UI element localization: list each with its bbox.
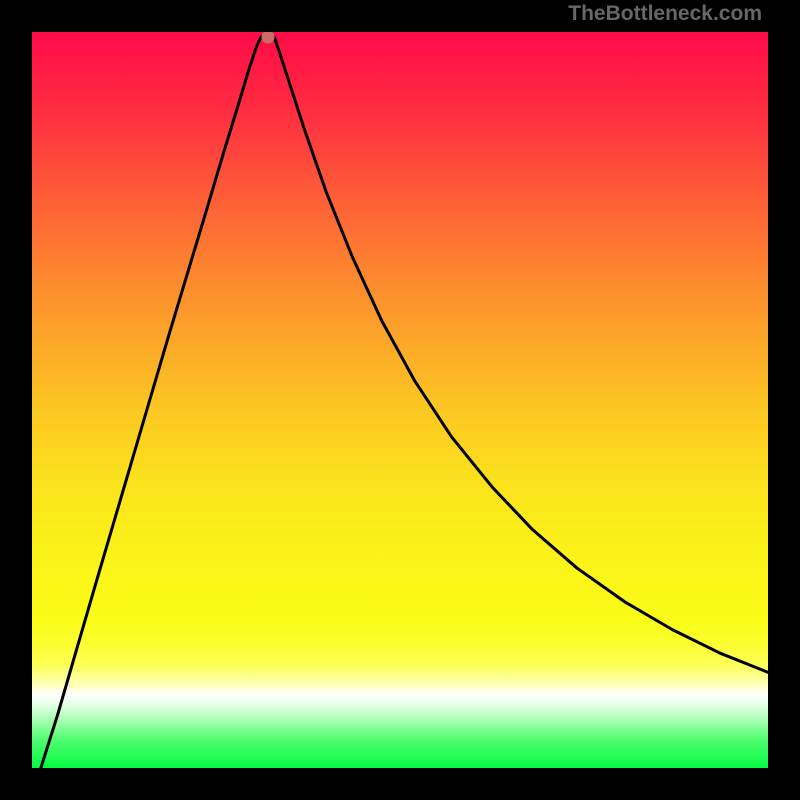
frame-border-bottom — [0, 768, 800, 800]
plot-area — [32, 32, 768, 768]
watermark-text: TheBottleneck.com — [568, 2, 762, 26]
chart-frame: TheBottleneck.com — [0, 0, 800, 800]
frame-border-right — [768, 0, 800, 800]
curve-layer — [32, 32, 768, 768]
bottleneck-curve — [41, 36, 768, 768]
frame-border-left — [0, 0, 32, 800]
